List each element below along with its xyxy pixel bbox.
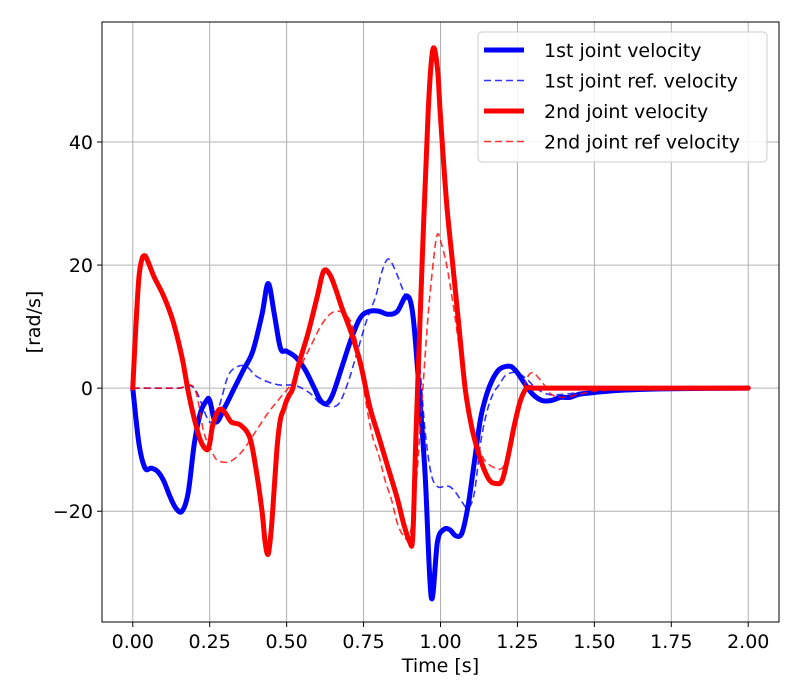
y-tick-label: −20 — [53, 501, 93, 523]
legend-box — [477, 31, 768, 163]
y-tick-label: 20 — [69, 255, 93, 277]
x-tick-label: 0.00 — [112, 631, 154, 653]
x-tick-label: 1.25 — [496, 631, 538, 653]
y-axis-label: [rad/s] — [23, 291, 45, 354]
legend-label: 2nd joint velocity — [544, 101, 708, 123]
x-tick-label: 1.75 — [650, 631, 692, 653]
x-tick-label: 0.50 — [265, 631, 307, 653]
legend-label: 1st joint ref. velocity — [544, 71, 738, 93]
series-line-1 — [130, 281, 751, 602]
x-tick-label: 0.25 — [189, 631, 231, 653]
legend-label: 1st joint velocity — [544, 40, 701, 62]
y-tick-label: 40 — [69, 132, 93, 154]
legend-label: 2nd joint ref velocity — [544, 132, 740, 154]
series-line-3 — [130, 45, 751, 558]
x-tick-label: 1.00 — [419, 631, 461, 653]
y-axis-ticks: −20 0 20 40 — [53, 132, 102, 523]
x-axis-ticks: 0.00 0.25 0.50 0.75 1.00 1.25 1.50 1.75 2.00 — [112, 622, 769, 653]
legend: 1st joint velocity 1st joint ref. velocit… — [477, 31, 768, 163]
series-layer — [130, 45, 751, 602]
x-axis-label: Time [s] — [401, 655, 479, 677]
series-line-4 — [132, 232, 749, 541]
x-tick-label: 1.50 — [573, 631, 615, 653]
y-tick-label: 0 — [81, 378, 93, 400]
x-tick-label: 2.00 — [727, 631, 769, 653]
series-line-2 — [132, 258, 749, 510]
x-tick-label: 0.75 — [342, 631, 384, 653]
